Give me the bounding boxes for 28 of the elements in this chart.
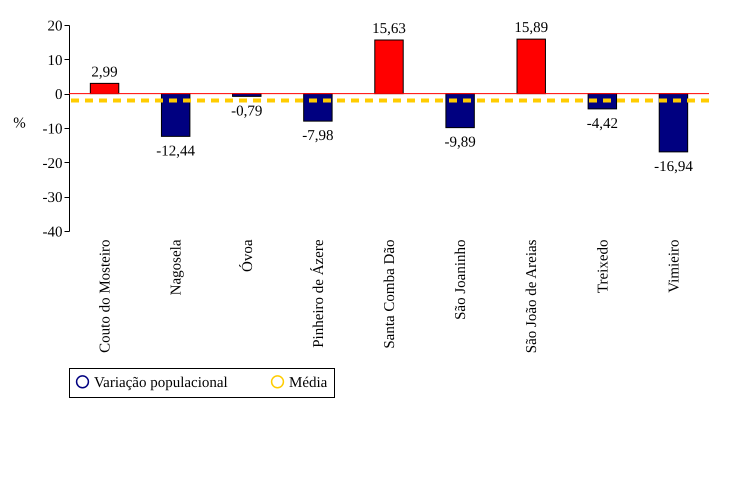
y-tick-label: 20 (48, 18, 62, 34)
x-tick-label: Santa Comba Dão (382, 240, 398, 349)
data-label: 15,63 (372, 21, 406, 38)
y-tick-label: 10 (48, 52, 62, 69)
x-tick-label: Nagosela (168, 239, 185, 296)
data-label: -7,98 (302, 128, 334, 144)
x-tick-label: São João de Areias (524, 239, 540, 354)
data-label: -4,42 (586, 116, 618, 132)
y-tick-label: -10 (42, 122, 62, 138)
x-tick-label: Couto do Mosteiro (98, 240, 114, 353)
y-axis-title: % (13, 116, 26, 132)
data-label: 15,89 (514, 20, 548, 36)
y-tick-label: -30 (42, 190, 62, 206)
x-tick-label: Treixedo (595, 240, 612, 294)
y-tick-label: -20 (42, 156, 62, 172)
data-label: -12,44 (156, 143, 196, 160)
data-label: -0,79 (231, 103, 262, 120)
legend-label: Média (289, 374, 328, 391)
y-tick-label: -40 (42, 224, 62, 240)
y-tick-label: 0 (55, 87, 62, 104)
x-tick-label: São Joaninho (453, 240, 470, 320)
legend-label: Variação populacional (94, 374, 228, 391)
data-label: -9,89 (444, 134, 476, 151)
data-label: 2,99 (91, 64, 118, 80)
x-tick-label: Pinheiro de Ázere (310, 239, 327, 348)
x-tick-label: Vimieiro (666, 240, 682, 293)
x-tick-label: Óvoa (238, 239, 256, 272)
data-label: -16,94 (654, 158, 694, 175)
